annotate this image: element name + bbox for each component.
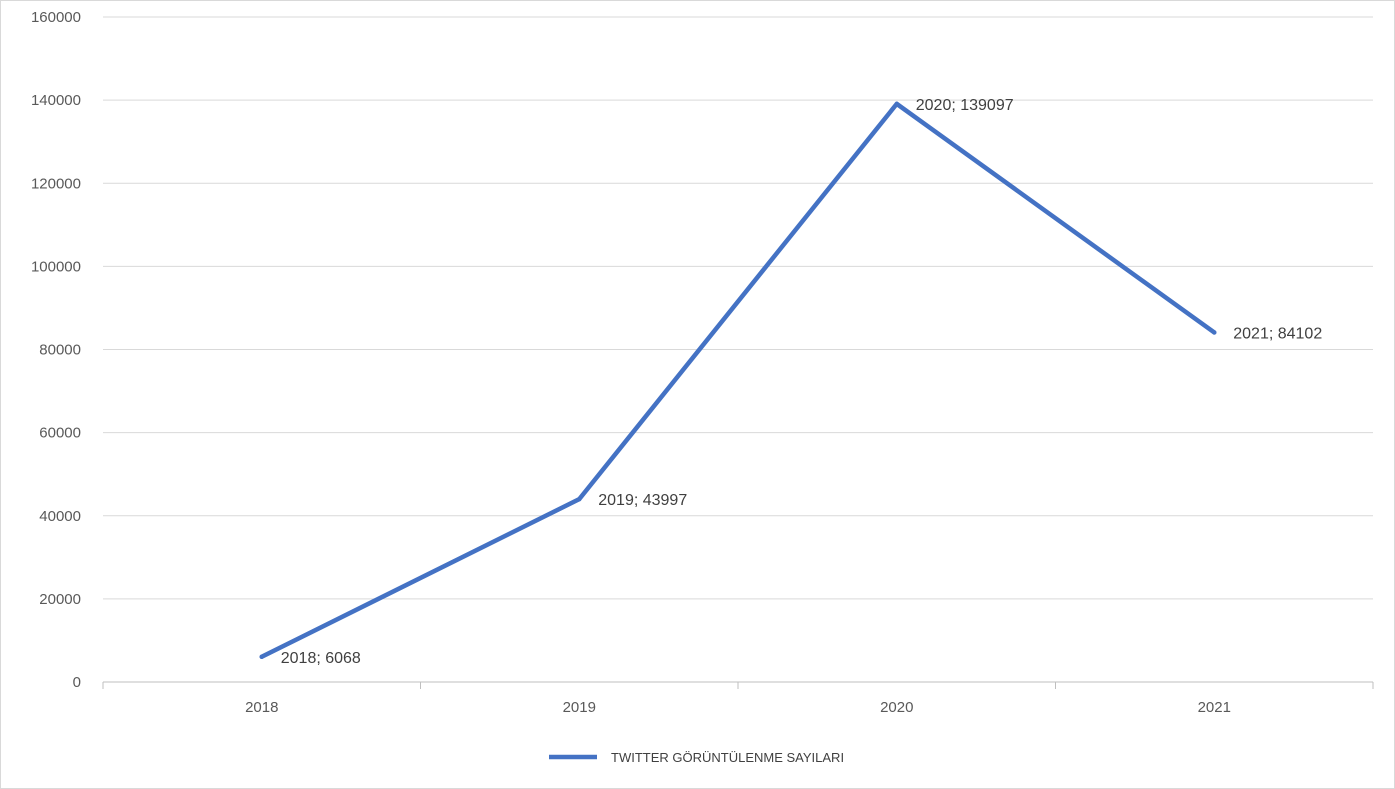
x-axis: 2018 2019 2020 2021 bbox=[102, 681, 1374, 716]
series-line bbox=[259, 101, 1217, 660]
data-point bbox=[577, 496, 582, 502]
legend: TWITTER GÖRÜNTÜLENME SAYILARI bbox=[549, 750, 844, 765]
x-tick-label: 2018 bbox=[245, 699, 278, 716]
data-point bbox=[894, 101, 899, 107]
y-tick-label: 140000 bbox=[31, 92, 81, 109]
x-tick-label: 2019 bbox=[563, 699, 596, 716]
y-tick-label: 60000 bbox=[39, 425, 81, 442]
data-labels: 2018; 6068 2019; 43997 2020; 139097 2021; 8… bbox=[281, 97, 1323, 667]
data-label: 2020; 139097 bbox=[916, 97, 1014, 114]
y-tick-label: 160000 bbox=[31, 9, 81, 26]
y-tick-label: 20000 bbox=[39, 591, 81, 608]
y-tick-label: 80000 bbox=[39, 342, 81, 359]
y-tick-label: 0 bbox=[73, 674, 81, 691]
data-label: 2019; 43997 bbox=[598, 492, 687, 509]
data-label: 2021; 84102 bbox=[1233, 325, 1322, 342]
y-tick-label: 100000 bbox=[31, 258, 81, 275]
y-tick-label: 120000 bbox=[31, 175, 81, 192]
gridlines bbox=[103, 16, 1373, 600]
data-point bbox=[259, 654, 264, 659]
y-axis-labels: 0 20000 40000 60000 80000 100000 120000 140000 1… bbox=[31, 9, 81, 691]
x-tick-label: 2020 bbox=[880, 699, 913, 716]
legend-label: TWITTER GÖRÜNTÜLENME SAYILARI bbox=[611, 750, 844, 765]
data-point bbox=[1212, 330, 1217, 335]
series-group bbox=[259, 101, 1217, 660]
x-tick-label: 2021 bbox=[1198, 699, 1231, 716]
y-tick-label: 40000 bbox=[39, 508, 81, 525]
data-label: 2018; 6068 bbox=[281, 650, 361, 667]
